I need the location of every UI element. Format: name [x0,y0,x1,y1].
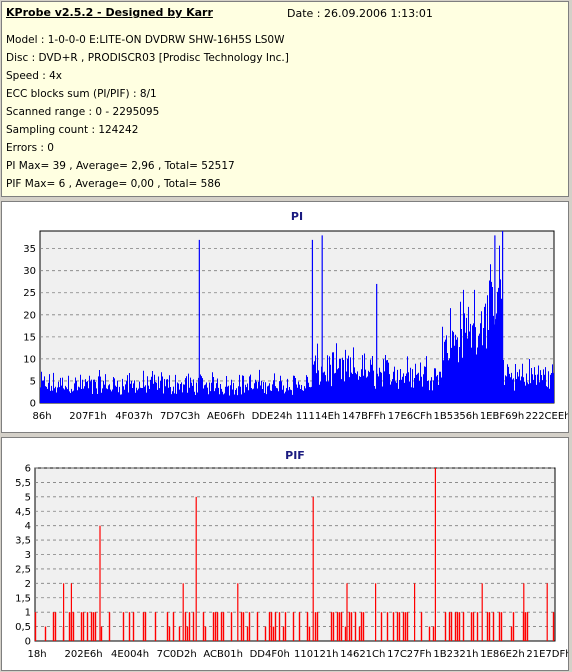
x-tick-label: 110121h [294,649,339,660]
x-tick-label: 222CEEh [525,411,568,422]
x-tick-label: 207F1h [69,411,107,422]
y-tick-label: 4 [25,521,31,532]
info-pi-summary: PI Max= 39 , Average= 2,96 , Total= 5251… [6,160,235,172]
y-tick-label: 3,5 [15,536,31,547]
pi-chart: PI 0 5 10 15 20 25 30 35 86h 207F1h 4F037h 7D7C3h AE0… [23,210,568,422]
x-tick-label: 1B5356h [433,411,478,422]
scan-date: Date : 26.09.2006 1:13:01 [287,7,433,20]
x-tick-label: 18h [27,649,46,660]
y-tick-label: 35 [23,244,36,255]
series-bars [34,468,555,641]
info-model: Model : 1-0-0-0 E:LITE-ON DVDRW SHW-16H5… [6,34,285,46]
x-tick-label: ACB01h [203,649,243,660]
x-tick-label: 17E6CFh [388,411,432,422]
pi-chart-panel: PI 0 5 10 15 20 25 30 35 86h 207F1h 4F037h 7D7C3h AE0… [1,201,569,433]
x-tick-label: AE06Fh [207,411,245,422]
y-tick-label: 2,5 [15,564,31,575]
series-bars [40,231,554,403]
info-speed: Speed : 4x [6,70,63,82]
y-tick-label: 4,5 [15,507,31,518]
y-tick-label: 10 [23,354,36,365]
y-tick-label: 30 [23,266,36,277]
y-tick-label: 0 [30,399,36,410]
y-tick-label: 25 [23,288,36,299]
x-tick-label: 1B2321h [433,649,478,660]
y-tick-label: 6 [25,464,31,475]
y-tick-label: 5 [25,492,31,503]
y-tick-label: 5 [30,376,36,387]
info-panel: KProbe v2.5.2 - Designed by Karr Date : … [1,1,569,197]
y-tick-label: 20 [23,310,36,321]
y-tick-label: 1 [25,608,31,619]
x-tick-label: 147BFFh [342,411,386,422]
info-errors: Errors : 0 [6,142,54,154]
pif-chart-panel: PIF 0 0,5 1 1,5 2 2,5 3 3,5 4 4,5 5 5,5 6 18h 202E6h 4E0… [1,437,569,671]
x-tick-label: 7D7C3h [160,411,200,422]
x-tick-label: DDE24h [252,411,293,422]
info-range: Scanned range : 0 - 2295095 [6,106,160,118]
x-tick-label: 21E7DFh [526,649,568,660]
x-tick-label: 17C27Fh [387,649,432,660]
pif-chart: PIF 0 0,5 1 1,5 2 2,5 3 3,5 4 4,5 5 5,5 6 18h 202E6h 4E0… [15,449,568,660]
info-sampling: Sampling count : 124242 [6,124,139,136]
x-tick-label: 4F037h [115,411,153,422]
info-disc: Disc : DVD+R , PRODISCR03 [Prodisc Techn… [6,52,289,64]
y-tick-label: 3 [25,550,31,561]
x-tick-label: DD4F0h [250,649,290,660]
y-tick-label: 0 [25,637,31,648]
y-tick-label: 5,5 [15,478,31,489]
chart-title-1: PIF [285,449,305,462]
x-tick-label: 14621Ch [340,649,385,660]
x-tick-label: 7C0D2h [157,649,197,660]
y-tick-label: 15 [23,332,36,343]
x-tick-label: 86h [32,411,51,422]
x-tick-label: 11114Eh [296,411,340,422]
y-tick-label: 0,5 [15,622,31,633]
info-ecc: ECC blocks sum (PI/PIF) : 8/1 [6,88,157,100]
y-tick-label: 1,5 [15,593,31,604]
y-tick-label: 2 [25,579,31,590]
x-tick-label: 4E004h [111,649,149,660]
x-tick-label: 202E6h [64,649,102,660]
x-tick-label: 1E86E2h [480,649,524,660]
app-title: KProbe v2.5.2 - Designed by Karr [6,6,213,19]
info-pif-summary: PIF Max= 6 , Average= 0,00 , Total= 586 [6,178,221,190]
x-tick-label: 1EBF69h [480,411,524,422]
chart-title-0: PI [291,210,303,223]
